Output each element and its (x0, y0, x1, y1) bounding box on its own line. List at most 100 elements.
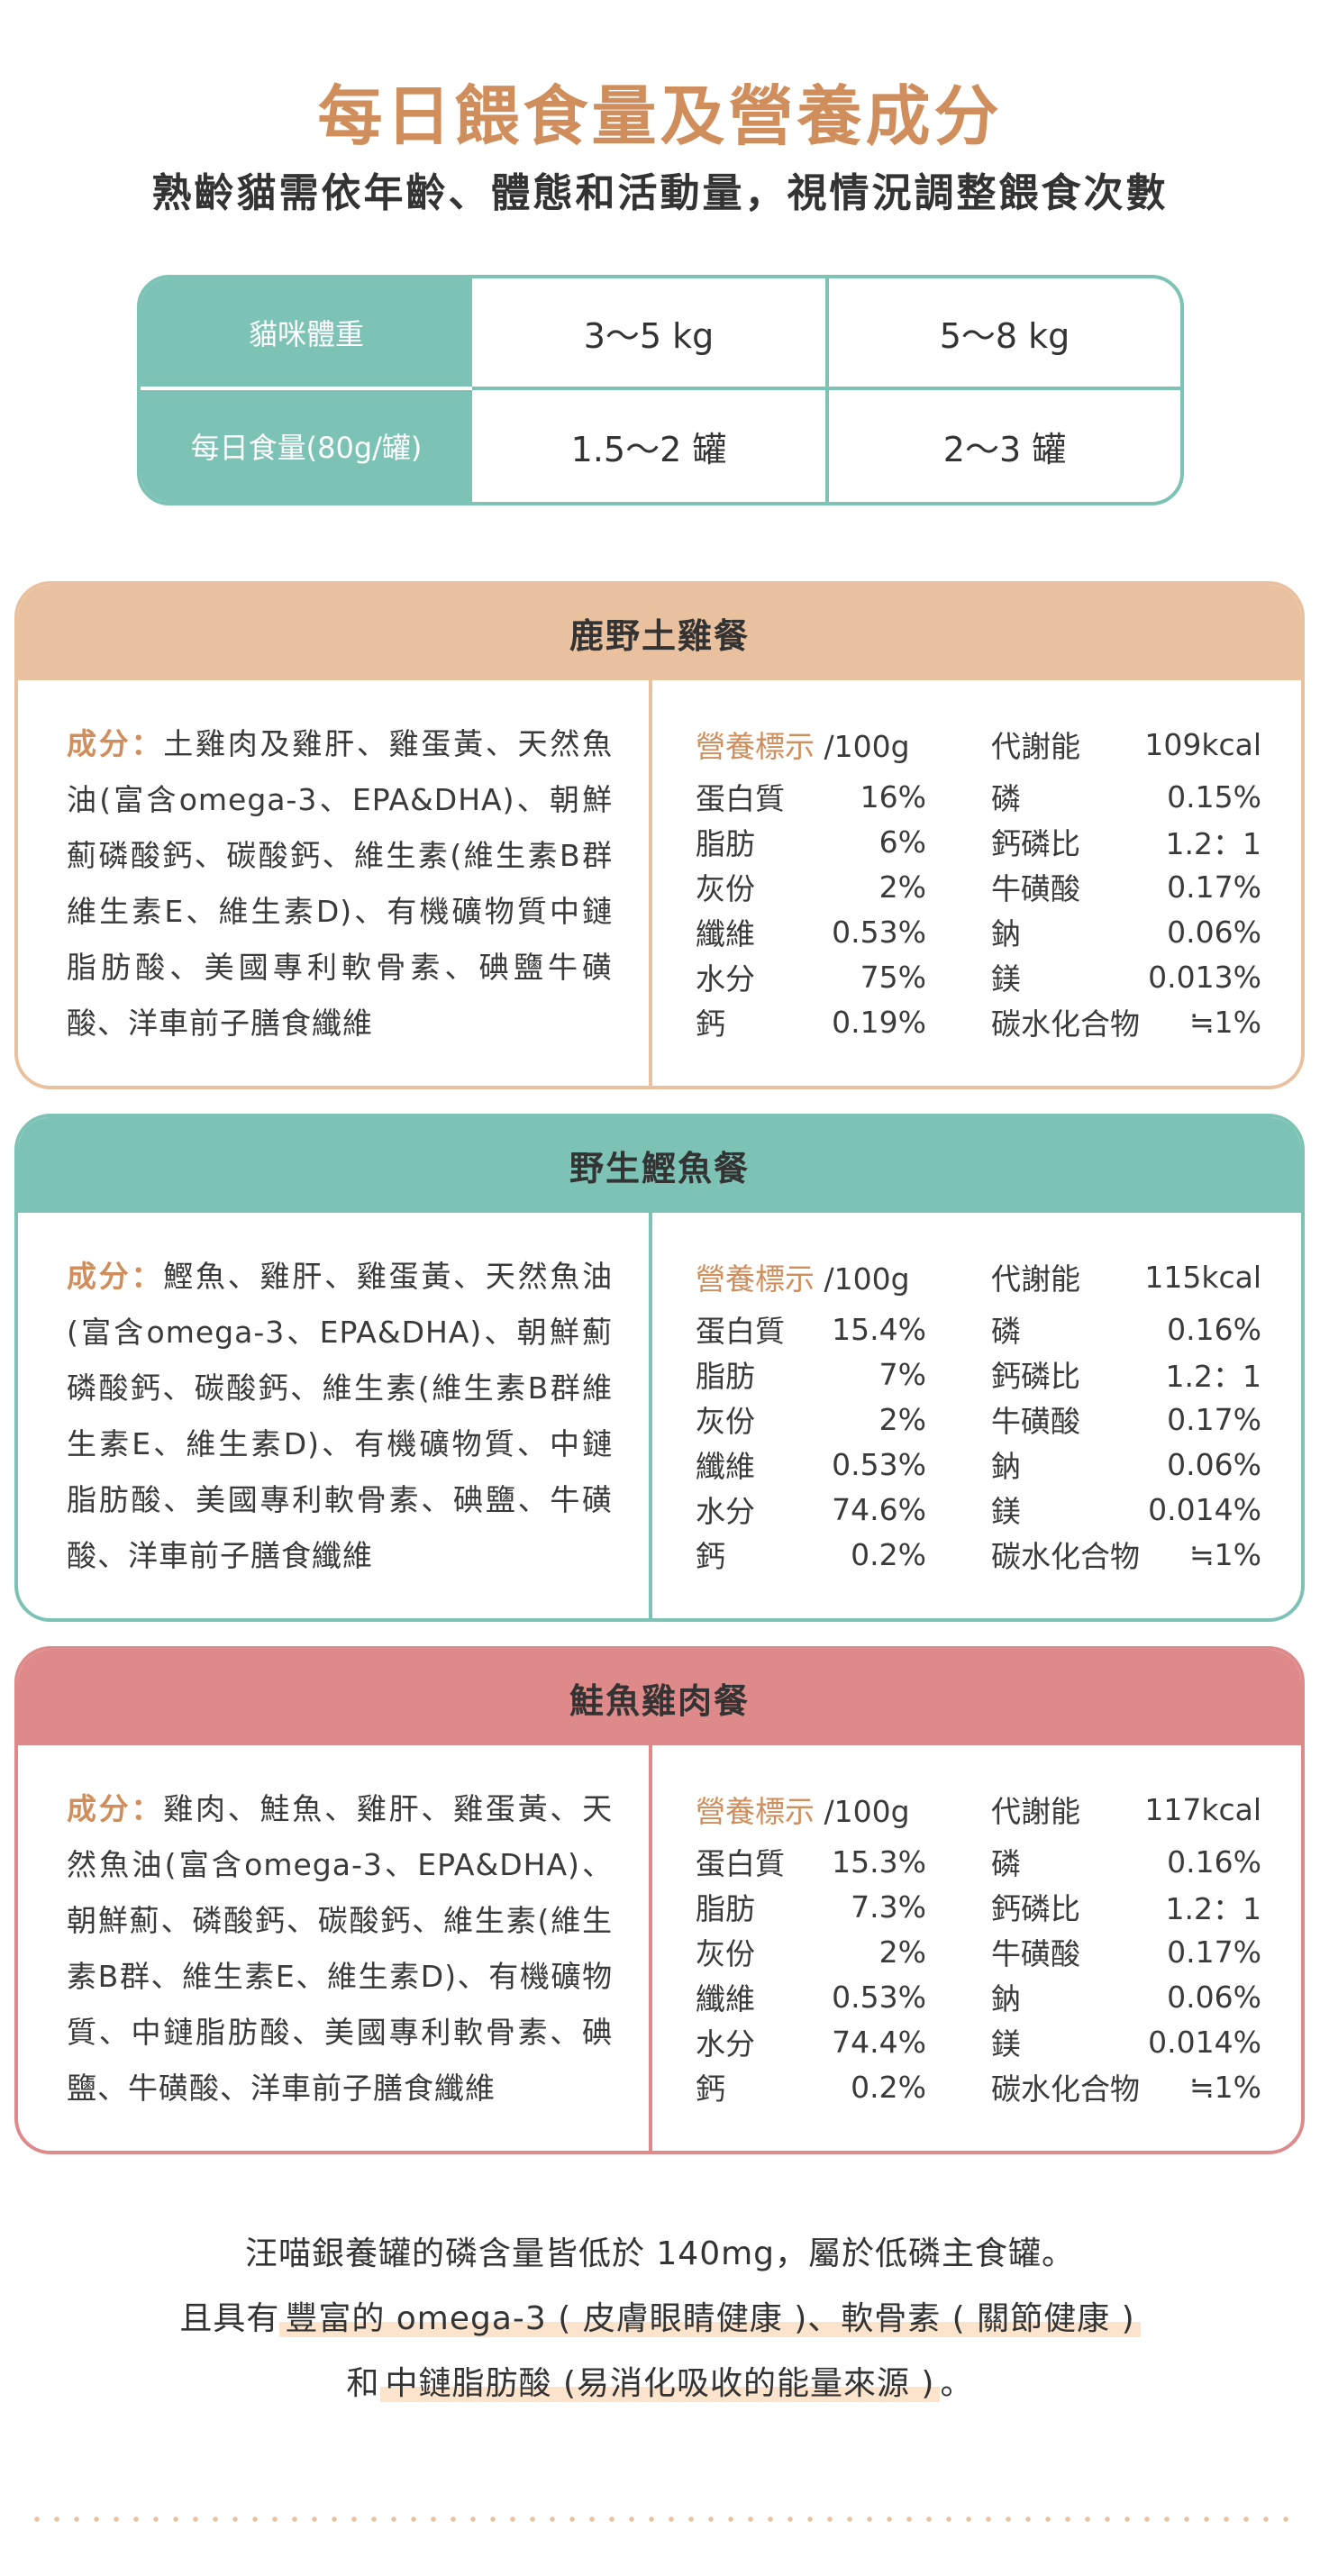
nutrient-name: 鈣 (696, 2071, 725, 2107)
nutrient-name: 磷 (991, 781, 1021, 816)
nutrition-column: 營養標示 /100g 蛋白質 16% 脂肪 6% 灰份 2% 纖維 0.53% 水分 75% 鈣 0.1… (696, 716, 926, 1086)
nutrient-value: 15.3% (832, 1843, 926, 1880)
ingredients-list: 鰹魚、雞肝、雞蛋黃、天然魚油(富含omega-3、EPA&DHA)、朝鮮薊磷酸鈣… (67, 1259, 614, 1573)
nutrient-value: 74.6% (832, 1491, 926, 1527)
nutrient-value: 7.3% (851, 1889, 926, 1925)
nutrient-name: 灰份 (696, 1404, 755, 1439)
nutrition-column: 代謝能 115kcal 磷 0.16% 鈣磷比 1.2：1 牛磺酸 0.17% 鈉 0.06% 鎂 0… (991, 1249, 1261, 1618)
nutrient-row: 鈉 0.06% (991, 909, 1261, 954)
nutrient-value: 0.17% (1167, 1934, 1261, 1970)
nutrient-value: 0.06% (1167, 1446, 1261, 1482)
nutrient-value: 0.53% (832, 914, 926, 950)
card-body: 成分：鰹魚、雞肝、雞蛋黃、天然魚油(富含omega-3、EPA&DHA)、朝鮮薊… (18, 1213, 1301, 1618)
nutrient-value: 0.06% (1167, 914, 1261, 950)
footer-highlight: 中鏈脂肪酸 (易消化吸收的能量來源 ) (379, 2365, 941, 2402)
nutrient-row: 鎂 0.014% (991, 2019, 1261, 2064)
nutrient-value: 0.06% (1167, 1979, 1261, 2015)
nutrient-name: 纖維 (696, 1449, 755, 1484)
nutrient-value: 2% (878, 1934, 926, 1970)
dotted-divider (27, 2517, 1293, 2522)
nutrient-value: 0.15% (1167, 778, 1261, 815)
nutrition-label: 營養標示 (696, 729, 815, 764)
nutrient-row: 鈣 0.2% (696, 2064, 926, 2109)
nutrition-unit: /100g (824, 1261, 910, 1297)
card-body: 成分：雞肉、鮭魚、雞肝、雞蛋黃、天然魚油(富含omega-3、EPA&DHA)、… (18, 1745, 1301, 2151)
footer-note: 汪喵銀養罐的磷含量皆低於 140mg，屬於低磷主食罐。 且具有 豐富的 omega… (0, 2222, 1320, 2417)
nutrient-value: 0.2% (851, 1536, 926, 1572)
nutrient-value: 0.53% (832, 1446, 926, 1482)
nutrient-row: 牛磺酸 0.17% (991, 1397, 1261, 1442)
nutrient-name: 磷 (991, 1846, 1021, 1881)
nutrient-row: 牛磺酸 0.17% (991, 1929, 1261, 1974)
product-card-chicken: 鹿野土雞餐 成分：土雞肉及雞肝、雞蛋黃、天然魚油(富含omega-3、EPA&DH… (14, 581, 1305, 1089)
footer-line: 和中鏈脂肪酸 (易消化吸收的能量來源 )。 (0, 2352, 1320, 2417)
nutrient-name: 磷 (991, 1314, 1021, 1349)
nutrient-value: 0.16% (1167, 1311, 1261, 1347)
card-title: 鹿野土雞餐 (18, 585, 1301, 680)
nutrient-name: 灰份 (696, 871, 755, 906)
nutrient-row: 纖維 0.53% (696, 909, 926, 954)
nutrition-label: 營養標示 (696, 1261, 815, 1297)
nutrient-value: 2% (878, 869, 926, 905)
nutrient-row: 牛磺酸 0.17% (991, 864, 1261, 909)
nutrient-name: 灰份 (696, 1936, 755, 1971)
nutrient-name: 代謝能 (991, 1261, 1080, 1297)
nutrient-name: 鈣磷比 (991, 1359, 1080, 1394)
nutrient-value: 0.16% (1167, 1843, 1261, 1880)
nutrient-name: 碳水化合物 (991, 1006, 1140, 1042)
nutrient-row: 鈣磷比 1.2：1 (991, 1352, 1261, 1397)
nutrient-value: 74.4% (832, 2024, 926, 2060)
nutrient-row: 水分 74.6% (696, 1487, 926, 1532)
nutrient-value: ≒1% (1188, 1536, 1261, 1572)
nutrient-name: 牛磺酸 (991, 1404, 1080, 1439)
nutrient-name: 蛋白質 (696, 1314, 785, 1349)
page-title: 每日餵食量及營養成分 (317, 78, 1003, 154)
product-card-bonito: 野生鰹魚餐 成分：鰹魚、雞肝、雞蛋黃、天然魚油(富含omega-3、EPA&DHA… (14, 1114, 1305, 1622)
nutrient-name: 鈣 (696, 1006, 725, 1042)
nutrient-row: 磷 0.16% (991, 1306, 1261, 1352)
nutrient-name: 鎂 (991, 1494, 1021, 1529)
nutrient-row: 纖維 0.53% (696, 1442, 926, 1487)
nutrient-value: 2% (878, 1401, 926, 1437)
nutrient-value: 0.013% (1148, 959, 1261, 995)
card-body: 成分：土雞肉及雞肝、雞蛋黃、天然魚油(富含omega-3、EPA&DHA)、朝鮮… (18, 680, 1301, 1086)
nutrition-column: 代謝能 117kcal 磷 0.16% 鈣磷比 1.2：1 牛磺酸 0.17% 鈉 0.06% 鎂 0… (991, 1781, 1261, 2151)
nutrient-value: 0.014% (1148, 2024, 1261, 2060)
nutrient-value: 0.17% (1167, 1401, 1261, 1437)
nutrient-row: 鎂 0.013% (991, 954, 1261, 999)
nutrition-facts: 營養標示 /100g 蛋白質 15.3% 脂肪 7.3% 灰份 2% 纖維 0.53% 水分 74.… (652, 1745, 1301, 2151)
nutrient-row: 代謝能 115kcal (991, 1249, 1261, 1305)
ingredients-list: 雞肉、鮭魚、雞肝、雞蛋黃、天然魚油(富含omega-3、EPA&DHA)、朝鮮薊… (67, 1791, 614, 2106)
nutrient-name: 脂肪 (696, 1359, 755, 1394)
footer-line: 汪喵銀養罐的磷含量皆低於 140mg，屬於低磷主食罐。 (244, 2235, 1076, 2272)
nutrient-value: 75% (860, 959, 926, 995)
nutrient-value: 109kcal (1144, 726, 1261, 762)
nutrient-row: 磷 0.16% (991, 1839, 1261, 1884)
weight-value: 3～5 kg (472, 278, 829, 390)
nutrient-value: 16% (860, 778, 926, 815)
nutrient-name: 鈣磷比 (991, 826, 1080, 861)
nutrient-name: 水分 (696, 1494, 755, 1529)
nutrient-name: 牛磺酸 (991, 871, 1080, 906)
nutrient-name: 代謝能 (991, 729, 1080, 764)
nutrition-header-label: 營養標示 /100g (696, 723, 910, 766)
footer-text: 且具有 (179, 2300, 280, 2337)
card-title: 鮭魚雞肉餐 (18, 1650, 1301, 1745)
nutrition-unit: /100g (824, 729, 910, 764)
nutrition-header-label: 營養標示 /100g (696, 1788, 910, 1831)
nutrient-value: 115kcal (1144, 1259, 1261, 1295)
nutrient-value: 6% (878, 824, 926, 860)
nutrient-name: 鎂 (991, 2026, 1021, 2062)
nutrient-row: 脂肪 6% (696, 819, 926, 864)
ingredients-list: 土雞肉及雞肝、雞蛋黃、天然魚油(富含omega-3、EPA&DHA)、朝鮮薊磷酸… (67, 726, 614, 1041)
card-title: 野生鰹魚餐 (18, 1117, 1301, 1213)
card-divider (649, 1745, 652, 2151)
nutrition-label: 營養標示 (696, 1794, 815, 1829)
nutrient-row: 蛋白質 16% (696, 774, 926, 819)
nutrient-row: 磷 0.15% (991, 774, 1261, 819)
nutrient-name: 纖維 (696, 916, 755, 951)
nutrient-row: 代謝能 109kcal (991, 716, 1261, 772)
nutrient-row: 蛋白質 15.4% (696, 1306, 926, 1352)
nutrient-row: 灰份 2% (696, 864, 926, 909)
nutrient-value: 1.2：1 (1165, 826, 1261, 861)
